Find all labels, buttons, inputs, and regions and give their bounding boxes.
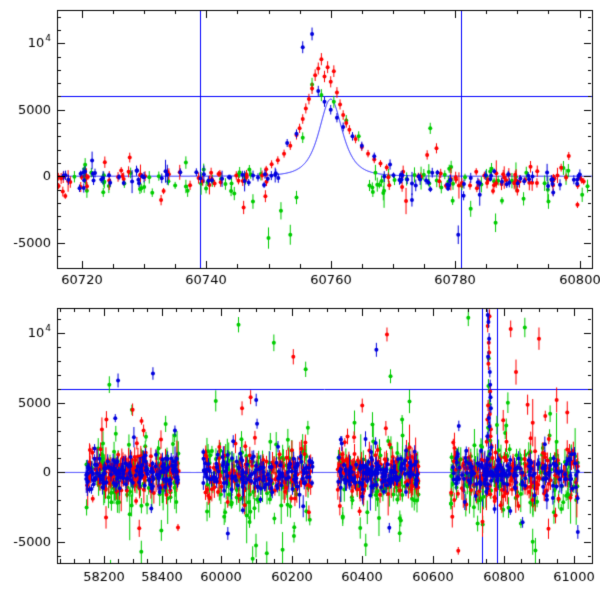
bottom-panel-chart: [0, 300, 600, 600]
top-panel-chart: [0, 0, 600, 300]
